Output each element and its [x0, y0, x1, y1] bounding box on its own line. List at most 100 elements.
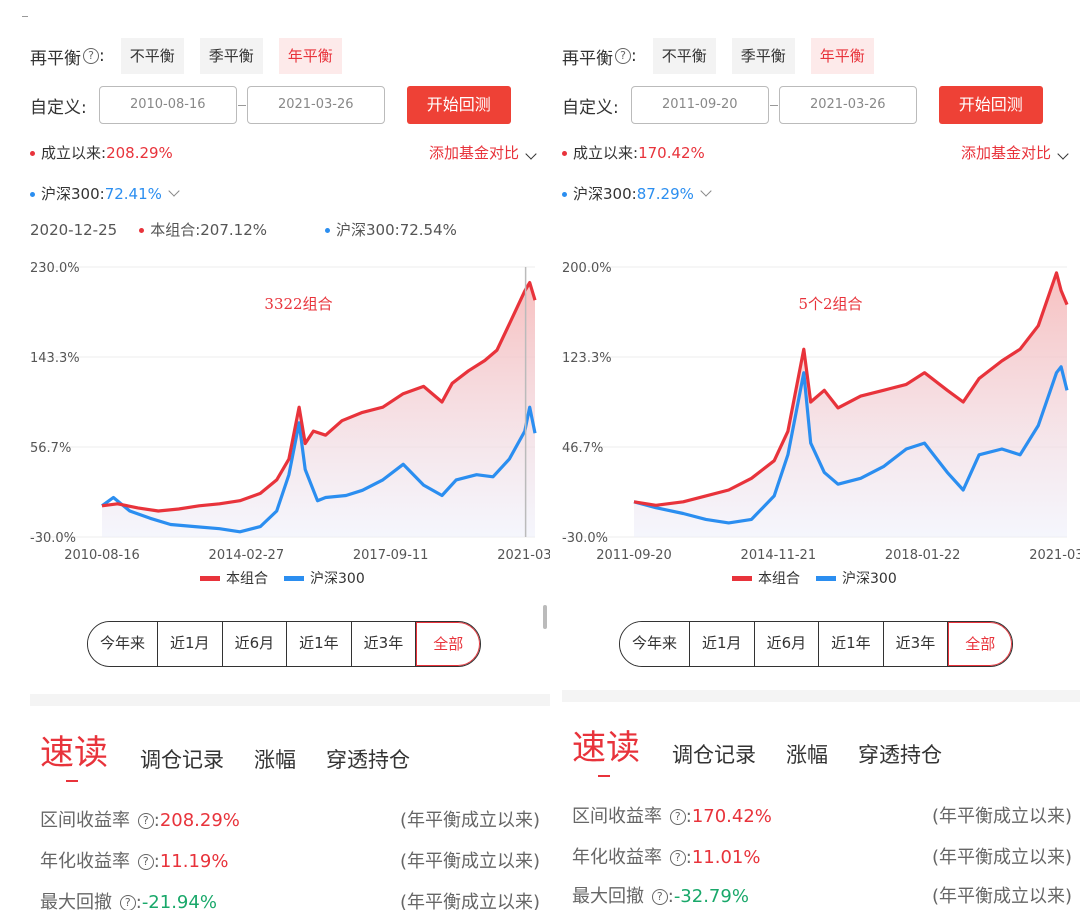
help-icon[interactable]: ? [137, 813, 154, 829]
start-backtest-button[interactable]: 开始回测 [406, 86, 511, 124]
legend-hs300-label: 沪深300 [842, 571, 897, 587]
period-1y-button[interactable]: 近1年 [819, 622, 884, 666]
period-6m-button[interactable]: 近6月 [754, 622, 820, 666]
end-date-input[interactable]: 2021-03-26 [246, 86, 385, 124]
tab-holdings[interactable]: 穿透持仓 [858, 743, 942, 767]
custom-row: 自定义: 2011-09-20 2021-03-26 开始回测 [562, 86, 1043, 124]
colon: : [631, 46, 637, 66]
start-date-input[interactable]: 2010-08-16 [98, 86, 237, 124]
legend-hs300-label: 沪深300 [310, 571, 365, 587]
stat-value: -32.79% [673, 886, 749, 907]
rebalance-quarterly-button[interactable]: 季平衡 [199, 38, 263, 74]
period-1y-button[interactable]: 近1年 [287, 622, 352, 666]
period-all-button[interactable]: 全部 [948, 622, 1013, 666]
section-divider [562, 690, 1080, 702]
tooltip-combo-value: 207.12% [200, 221, 267, 239]
help-icon[interactable]: ? [651, 889, 668, 905]
legend-swatch-combo [200, 575, 220, 581]
tab-gains[interactable]: 涨幅 [254, 748, 296, 772]
help-icon[interactable]: ? [137, 854, 154, 870]
stat-value: 11.19% [159, 851, 229, 872]
stat-row-interval-return: 区间收益率 ?:208.29% (年平衡成立以来) [40, 806, 540, 832]
blue-dot-icon [562, 192, 567, 197]
tab-rebalance-log[interactable]: 调仓记录 [672, 743, 756, 767]
period-3y-button[interactable]: 近3年 [883, 622, 949, 666]
y-tick-label: 200.0% [562, 261, 612, 276]
performance-chart-left[interactable]: 230.0% 143.3% 56.7% -30.0% 2010-08-16 2014-02… [30, 255, 550, 567]
since-inception: 成立以来:170.42% [562, 142, 705, 163]
tab-holdings[interactable]: 穿透持仓 [326, 748, 410, 772]
chevron-down-icon[interactable] [700, 185, 712, 197]
stat-note: (年平衡成立以来) [931, 806, 1072, 827]
rebalance-row: 再平衡 ?: 不平衡 季平衡 年平衡 [562, 38, 874, 74]
stat-row-annual-return: 年化收益率 ?:11.19% (年平衡成立以来) [40, 847, 540, 873]
add-fund-compare-button[interactable]: 添加基金对比 [429, 142, 537, 163]
stat-note: (年平衡成立以来) [399, 851, 540, 872]
period-3y-button[interactable]: 近3年 [351, 622, 417, 666]
stat-label-wrap: 区间收益率 ?:208.29% [40, 810, 240, 831]
stat-label: 区间收益率 [572, 806, 662, 827]
legend-combo-label: 本组合 [758, 571, 800, 587]
tab-rebalance-log[interactable]: 调仓记录 [140, 748, 224, 772]
stat-label: 最大回撤 [40, 892, 112, 910]
scroll-handle[interactable] [543, 605, 547, 629]
add-fund-compare-button[interactable]: 添加基金对比 [961, 142, 1069, 163]
rebalance-none-button[interactable]: 不平衡 [120, 38, 184, 74]
y-tick-label: 123.3% [562, 351, 612, 366]
help-icon[interactable]: ? [669, 850, 686, 866]
since-inception-value: 208.29% [106, 144, 173, 162]
section-divider [30, 694, 550, 706]
stat-note: (年平衡成立以来) [399, 810, 540, 831]
hs300-row[interactable]: 沪深300:87.29% [562, 183, 712, 204]
period-1m-button[interactable]: 近1月 [690, 622, 755, 666]
y-tick-label: 143.3% [30, 351, 80, 366]
chart-annotation: 5个2组合 [798, 295, 862, 313]
rebalance-yearly-button[interactable]: 年平衡 [278, 38, 342, 74]
help-icon[interactable]: ? [83, 48, 99, 64]
red-dot-icon [139, 228, 145, 233]
since-inception-value: 170.42% [638, 144, 705, 162]
period-all-button[interactable]: 全部 [416, 622, 481, 666]
performance-chart-right[interactable]: 200.0% 123.3% 46.7% -30.0% 2011-09-20 2014-11… [562, 255, 1080, 567]
since-inception-label: 成立以来: [41, 144, 107, 162]
legend-swatch-hs300 [284, 575, 304, 581]
stat-row-max-drawdown: 最大回撤 ?:-32.79% (年平衡成立以来) [572, 882, 1072, 908]
period-1m-button[interactable]: 近1月 [158, 622, 223, 666]
red-dot-icon [562, 151, 567, 156]
tooltip-combo: 本组合:207.12% [139, 219, 267, 240]
period-ytd-button[interactable]: 今年来 [620, 622, 691, 666]
period-6m-button[interactable]: 近6月 [222, 622, 288, 666]
y-tick-label: 56.7% [30, 441, 71, 456]
red-dot-icon [30, 151, 35, 156]
start-backtest-button[interactable]: 开始回测 [938, 86, 1043, 124]
hs300-summary: 沪深300:87.29% [562, 183, 694, 204]
tooltip-hs300-label: 沪深300: [336, 221, 400, 239]
chevron-down-icon [525, 148, 537, 160]
stat-value: -21.94% [141, 892, 217, 910]
stat-note: (年平衡成立以来) [931, 886, 1072, 907]
period-ytd-button[interactable]: 今年来 [88, 622, 159, 666]
help-icon[interactable]: ? [119, 895, 136, 910]
start-date-input[interactable]: 2011-09-20 [630, 86, 769, 124]
x-tick-label: 2014-02-27 [209, 548, 285, 563]
rebalance-quarterly-button[interactable]: 季平衡 [731, 38, 795, 74]
rebalance-yearly-button[interactable]: 年平衡 [810, 38, 874, 74]
chevron-down-icon[interactable] [168, 185, 180, 197]
hs300-value: 72.41% [104, 185, 162, 203]
combo-series-line [633, 271, 1069, 507]
hs300-value: 87.29% [636, 185, 694, 203]
combo-area-fill [634, 272, 1067, 537]
end-date-input[interactable]: 2021-03-26 [778, 86, 917, 124]
stat-row-annual-return: 年化收益率 ?:11.01% (年平衡成立以来) [572, 843, 1072, 869]
stat-row-interval-return: 区间收益率 ?:170.42% (年平衡成立以来) [572, 802, 1072, 828]
chevron-down-icon [1057, 148, 1069, 160]
rebalance-label: 再平衡 [30, 48, 81, 69]
tab-gains[interactable]: 涨幅 [786, 743, 828, 767]
legend-swatch-hs300 [816, 575, 836, 581]
hs300-row[interactable]: 沪深300:72.41% [30, 183, 180, 204]
help-icon[interactable]: ? [669, 809, 686, 825]
help-icon[interactable]: ? [615, 48, 631, 64]
tab-quick-read[interactable]: 速读 [572, 720, 640, 777]
rebalance-none-button[interactable]: 不平衡 [652, 38, 716, 74]
tab-quick-read[interactable]: 速读 [40, 725, 108, 782]
